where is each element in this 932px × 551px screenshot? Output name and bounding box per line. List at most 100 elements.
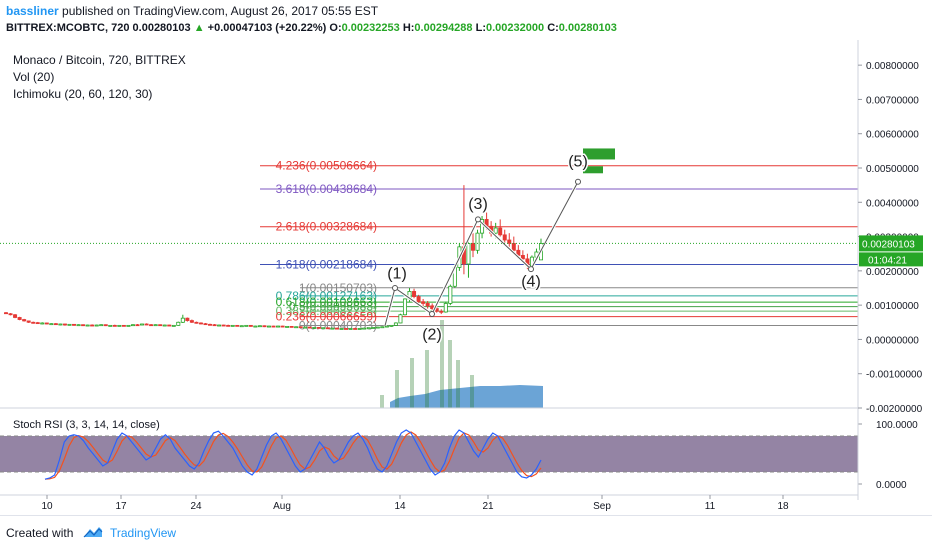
volume-bar — [440, 320, 444, 408]
candle-body — [280, 325, 285, 328]
candle-body — [140, 323, 145, 326]
candle-body — [325, 327, 330, 330]
candle-body — [62, 323, 67, 326]
candle-body — [366, 327, 371, 330]
wave-point — [528, 266, 534, 273]
candle-body — [230, 324, 235, 327]
candle-body — [8, 313, 13, 316]
volume-bar — [470, 375, 474, 408]
candle-body — [439, 310, 444, 313]
wave-point — [475, 216, 481, 223]
volume-bar — [410, 358, 414, 408]
tradingview-brand-link[interactable]: TradingView — [110, 526, 177, 540]
price-tick-label: 0.00700000 — [866, 95, 919, 106]
candle-body — [312, 327, 317, 329]
symbol-text: BITTREX:MCOBTC, 720 — [6, 22, 130, 34]
candle-body — [31, 321, 36, 324]
high-label: H: — [402, 22, 415, 34]
candle-body — [507, 239, 512, 244]
candle-body — [226, 324, 231, 327]
candle-body — [244, 324, 249, 327]
candle-body — [85, 324, 90, 327]
candle-body — [17, 317, 22, 320]
stoch-k-line — [44, 429, 542, 480]
fib-label: 0.618(0.00108663) — [276, 295, 377, 309]
candle-body — [171, 324, 176, 327]
author-name[interactable]: bassliner — [6, 4, 59, 18]
tradingview-logo-icon — [83, 527, 103, 538]
candle-body — [421, 301, 426, 304]
candle-body — [108, 324, 113, 327]
candle-body — [262, 325, 267, 328]
candle-body — [375, 326, 380, 329]
time-tick-label: 24 — [190, 501, 202, 512]
fib-label: 3.618(0.00438684) — [276, 182, 377, 196]
candle-body — [344, 328, 349, 330]
candle-body — [330, 327, 335, 330]
fib-label: 2.618(0.00328684) — [276, 220, 377, 234]
candle-body — [176, 321, 181, 326]
price-tick-label: 0.00000000 — [866, 335, 919, 346]
time-tick-label: Aug — [273, 501, 291, 512]
candle-body — [135, 324, 140, 327]
candle-body — [35, 322, 40, 325]
time-tick-label: 14 — [394, 501, 406, 512]
candle-body — [90, 324, 95, 327]
candle-body — [22, 319, 27, 322]
candle-body — [221, 324, 226, 327]
wave-point — [575, 178, 581, 185]
fib-label: 0.382(0.00082723) — [276, 304, 377, 318]
time-tick-label: 17 — [115, 501, 127, 512]
publish-line: bassliner published on TradingView.com, … — [6, 4, 378, 18]
candle-body — [239, 325, 244, 328]
candle-body — [285, 325, 290, 328]
candle-body — [289, 325, 294, 328]
candle-body — [112, 324, 117, 327]
candle-body — [266, 325, 271, 328]
volume-bar — [380, 395, 384, 408]
published-text: published on TradingView.com, August 26,… — [62, 4, 379, 18]
candle-body — [298, 326, 303, 329]
chart-canvas[interactable]: 4.236(0.00506664) 3.618(0.00438684) 2.618(… — [0, 40, 932, 515]
volume-bar — [456, 360, 460, 408]
candle-body — [493, 227, 498, 234]
fib-label: 0.236(0.00066659) — [276, 310, 377, 324]
candle-body — [40, 322, 45, 325]
candle-body — [511, 243, 516, 251]
candle-body — [412, 291, 417, 297]
candle-body — [498, 227, 503, 236]
candle-body — [276, 325, 281, 328]
countdown-text: 01:04:21 — [868, 255, 907, 266]
candle-body — [53, 323, 58, 326]
candle-body — [153, 324, 158, 327]
legend-stoch: Stoch RSI (3, 3, 14, 14, close) — [13, 419, 160, 431]
candle-body — [353, 328, 358, 330]
change-text: +0.00047103 (+20.22%) — [207, 22, 327, 34]
open-value: 0.00232253 — [341, 22, 400, 34]
candle-body — [334, 327, 339, 330]
footer: Created with TradingView — [0, 515, 932, 551]
time-tick-label: Sep — [593, 501, 611, 512]
candle-body — [162, 324, 167, 327]
candle-body — [99, 324, 104, 327]
candle-body — [425, 303, 430, 307]
candle-body — [466, 243, 471, 265]
symbol-line: BITTREX:MCOBTC, 720 0.00280103 ▲ +0.0004… — [6, 22, 617, 34]
price-tick-label: 0.00400000 — [866, 198, 919, 209]
price-tick-label: 0.00600000 — [866, 130, 919, 141]
wave-label: (5) — [568, 153, 588, 170]
candle-body — [271, 325, 276, 328]
change-arrow-icon: ▲ — [193, 22, 205, 34]
candle-body — [316, 327, 321, 329]
low-value: 0.00232000 — [486, 22, 545, 34]
candle-body — [126, 324, 131, 327]
candle-body — [384, 325, 389, 328]
axes: 0.00800000 0.00700000 0.00600000 0.00500000… — [0, 40, 923, 512]
header: bassliner published on TradingView.com, … — [0, 0, 932, 40]
candle-body — [357, 328, 362, 330]
price-tick-label: 0.00200000 — [866, 267, 919, 278]
candle-body — [321, 327, 326, 330]
fib-label: 0.5(0.00095683) — [289, 300, 377, 314]
candle-body — [203, 323, 208, 326]
candle-body — [121, 324, 126, 327]
